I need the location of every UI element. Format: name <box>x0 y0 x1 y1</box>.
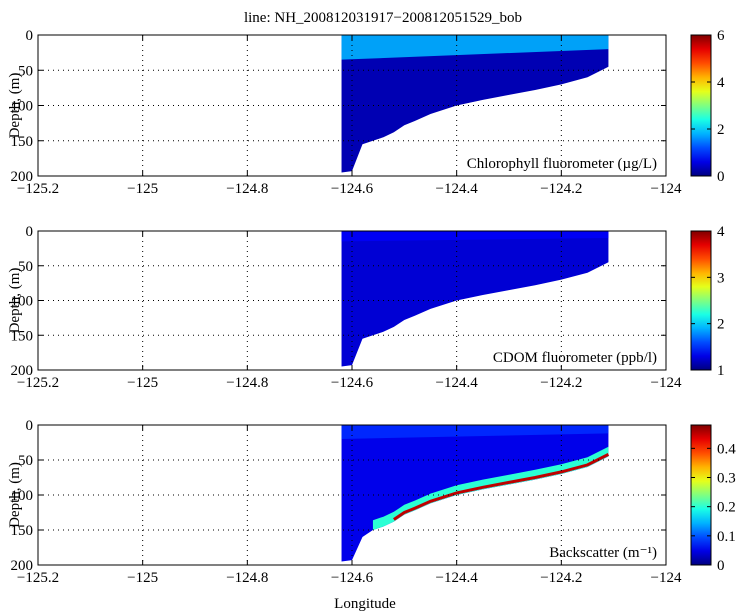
data-field <box>341 231 609 367</box>
colorbar-tick-label: 0 <box>717 558 725 574</box>
y-tick-label: 200 <box>11 558 34 574</box>
colorbar-tick-label: 0.2 <box>717 500 736 516</box>
x-tick-label: −125 <box>127 375 158 391</box>
x-tick-label: −125.2 <box>17 570 59 586</box>
x-tick-label: −124 <box>651 375 682 391</box>
x-tick-label: −124.4 <box>436 570 479 586</box>
panel-3: −125.2 −125 −124.8 −124.6 −124.4 −124.2 −124 0 5… <box>7 418 736 586</box>
surface-layer <box>341 425 609 439</box>
figure-title: line: NH_200812031917−200812051529_bob <box>244 10 522 26</box>
colorbar-tick-label: 0 <box>717 169 725 185</box>
panel-2: −125.2 −125 −124.8 −124.6 −124.4 −124.2 −124 0 5… <box>7 224 725 391</box>
colorbar <box>690 230 712 371</box>
panel-annotation: CDOM fluorometer (ppb/l) <box>493 350 657 366</box>
x-tick-label: −124 <box>651 570 682 586</box>
x-tick-label: −124.2 <box>540 570 582 586</box>
deep-water-field <box>341 425 609 562</box>
colorbar-tick-label: 1 <box>717 363 725 379</box>
bottom-layer-core <box>393 453 610 521</box>
colorbar-tick-label: 4 <box>717 75 725 91</box>
colorbar-tick-label: 2 <box>717 317 725 333</box>
y-axis-label: Depth, (m) <box>7 73 23 139</box>
grid <box>38 231 666 370</box>
deep-water-field <box>341 231 609 367</box>
y-tick-label: 100 <box>11 294 34 310</box>
y-tick-label: 200 <box>11 363 34 379</box>
y-axis-label: Depth, (m) <box>7 268 23 334</box>
surface-layer <box>341 35 609 60</box>
x-tick-label: −124.2 <box>540 375 582 391</box>
colorbar-tick-label: 0.1 <box>717 529 736 545</box>
grid <box>38 35 666 176</box>
panel-1: −125.2 −125 −124.8 −124.6 −124.4 −124.2 −124 0 5… <box>7 28 725 197</box>
x-tick-label: −124.6 <box>331 181 374 197</box>
panel-annotation: Backscatter (m⁻¹) <box>549 545 657 561</box>
y-tick-label: 100 <box>11 488 34 504</box>
x-tick-label: −124.8 <box>226 570 268 586</box>
colorbar <box>690 34 712 177</box>
colorbar <box>690 424 712 566</box>
x-axis-label: Longitude <box>334 596 396 612</box>
y-tick-label: 150 <box>11 523 34 539</box>
y-tick-label: 0 <box>26 224 34 240</box>
x-tick-label: −124.4 <box>436 375 479 391</box>
y-tick-label: 0 <box>26 418 34 434</box>
data-field <box>341 35 609 173</box>
x-tick-label: −124.6 <box>331 570 374 586</box>
y-tick-label: 0 <box>26 28 34 44</box>
x-tick-label: −124.2 <box>540 181 582 197</box>
colorbar-tick-label: 4 <box>717 224 725 240</box>
y-tick-label: 150 <box>11 328 34 344</box>
x-tick-label: −124.6 <box>331 375 374 391</box>
y-axis-label: Depth, (m) <box>7 462 23 528</box>
x-tick-label: −124.8 <box>226 181 268 197</box>
colorbar-tick-label: 6 <box>717 28 725 44</box>
y-tick-label: 50 <box>18 63 33 79</box>
x-tick-label: −124.8 <box>226 375 268 391</box>
x-tick-label: −125.2 <box>17 181 59 197</box>
x-tick-label: −124 <box>651 181 682 197</box>
y-tick-label: 50 <box>18 453 33 469</box>
data-field <box>341 425 610 562</box>
colorbar-tick-label: 3 <box>717 270 725 286</box>
x-tick-label: −124.4 <box>436 181 479 197</box>
x-tick-label: −125 <box>127 181 158 197</box>
bottom-layer-feature <box>372 446 609 530</box>
grid <box>38 425 666 565</box>
y-tick-label: 50 <box>18 259 33 275</box>
y-tick-label: 150 <box>11 134 34 150</box>
x-tick-label: −125 <box>127 570 158 586</box>
surface-layer <box>341 231 609 242</box>
colorbar-tick-label: 0.4 <box>717 441 736 457</box>
deep-water-field <box>341 35 609 173</box>
x-tick-label: −125.2 <box>17 375 59 391</box>
y-tick-label: 100 <box>11 99 34 115</box>
y-tick-label: 200 <box>11 169 34 185</box>
colorbar-tick-label: 2 <box>717 122 725 138</box>
colorbar-tick-label: 0.3 <box>717 471 736 487</box>
panel-annotation: Chlorophyll fluorometer (µg/L) <box>467 156 657 172</box>
